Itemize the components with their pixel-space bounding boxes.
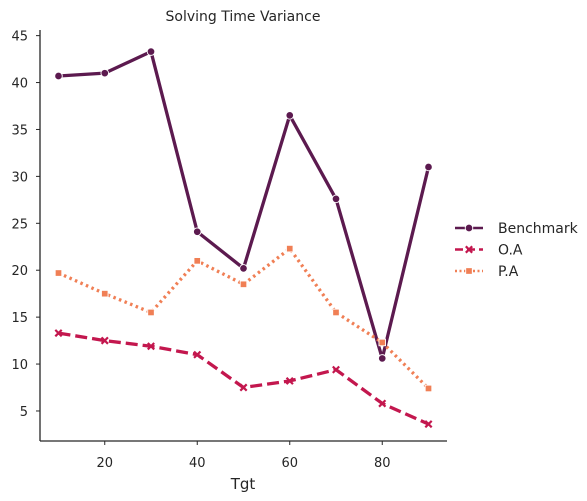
series-line-p-a	[57, 246, 430, 390]
data-point-p-a-5	[286, 244, 294, 253]
data-point-p-a-8	[424, 384, 433, 393]
x-tick-label: 40	[189, 456, 206, 471]
legend-label-o-a: O.A	[498, 243, 523, 259]
data-point-p-a-2	[147, 308, 155, 317]
data-point-p-a-7	[378, 338, 387, 347]
data-point-o-a-0	[54, 329, 63, 338]
legend-label-p-a: P.A	[498, 264, 519, 280]
data-point-p-a-3	[193, 257, 201, 265]
legend: Benchmark O.A P.A	[455, 221, 579, 280]
y-tick-label: 45	[11, 30, 28, 45]
x-axis-label: Tgt	[230, 475, 256, 493]
y-tick-label: 15	[11, 311, 28, 326]
data-point-benchmark-7	[378, 354, 387, 363]
x-tick-label: 20	[96, 456, 113, 471]
data-point-o-a-2	[147, 342, 155, 351]
x-tick-label: 60	[281, 456, 298, 471]
data-point-benchmark-5	[285, 111, 295, 120]
y-tick-label: 35	[11, 123, 28, 138]
plot-area	[54, 47, 433, 429]
y-tick-label: 30	[11, 170, 28, 185]
data-point-o-a-6	[332, 365, 340, 374]
data-point-benchmark-6	[331, 194, 341, 204]
data-point-p-a-0	[54, 269, 63, 277]
legend-marker-o-a	[465, 245, 473, 254]
y-tick-labels: 5 10 15 20 25 30 35 40 45	[11, 30, 40, 420]
data-point-benchmark-8	[424, 162, 433, 172]
data-point-o-a-4	[239, 383, 248, 392]
x-tick-labels: 20 40 60 80	[96, 441, 391, 471]
x-tick-label: 80	[374, 456, 391, 471]
series-line-benchmark	[58, 49, 431, 361]
data-point-p-a-6	[332, 308, 340, 317]
data-point-o-a-3	[193, 350, 202, 359]
y-tick-label: 25	[11, 217, 28, 232]
data-point-benchmark-4	[239, 264, 248, 273]
data-point-o-a-1	[100, 336, 109, 345]
legend-marker-benchmark	[464, 223, 474, 233]
data-point-p-a-1	[100, 289, 109, 298]
y-tick-label: 10	[11, 358, 28, 373]
legend-label-benchmark: Benchmark	[498, 221, 579, 237]
data-point-benchmark-0	[54, 71, 63, 81]
series-line-o-a	[58, 331, 430, 426]
data-point-p-a-4	[239, 280, 248, 289]
y-tick-label: 5	[20, 405, 28, 420]
legend-marker-p-a	[465, 267, 473, 275]
data-point-benchmark-1	[100, 68, 109, 78]
data-point-o-a-5	[285, 376, 294, 385]
y-tick-label: 40	[11, 77, 28, 92]
data-point-benchmark-3	[192, 227, 202, 236]
y-tick-label: 20	[11, 264, 28, 279]
data-point-benchmark-2	[146, 47, 156, 56]
data-point-o-a-7	[378, 399, 387, 408]
data-point-o-a-8	[424, 420, 433, 429]
chart-title: Solving Time Variance	[166, 9, 321, 25]
